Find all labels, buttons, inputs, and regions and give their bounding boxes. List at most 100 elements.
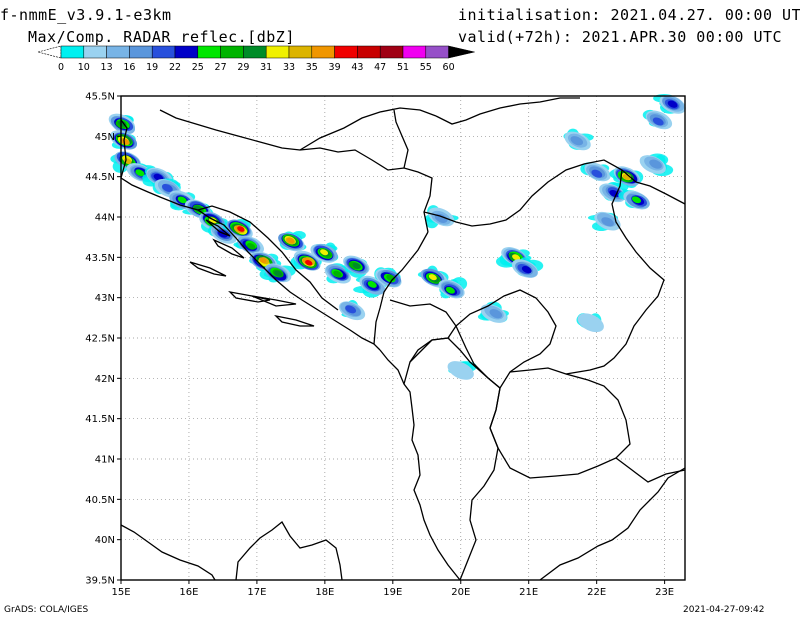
precip-cell (193, 205, 203, 212)
colorbar-segment (106, 45, 130, 59)
colorbar-label: 43 (351, 62, 363, 73)
colorbar-min-arrow (36, 45, 62, 59)
colorbar-label: 0 (58, 62, 64, 73)
colorbar-segment (60, 45, 85, 59)
lon-tick-label: 23E (655, 587, 674, 598)
colorbar: 0 10 13 16 19 22 25 27 29 31 33 35 39 43 47 51 55 60 (36, 45, 475, 73)
border-serbia-inner (393, 109, 409, 169)
precip-cell (652, 117, 664, 126)
colorbar-label: 19 (146, 62, 158, 73)
lon-tick-label: 19E (383, 587, 402, 598)
lon-tick-label: 20E (451, 587, 470, 598)
colorbar-segment (243, 45, 267, 59)
colorbar-label: 35 (306, 62, 318, 73)
precip-cell (489, 309, 503, 319)
coastline-italy (120, 524, 216, 581)
border-albania (409, 337, 501, 581)
lat-tick-label: 41.5N (85, 414, 115, 425)
colorbar-label: 39 (329, 62, 341, 73)
border-bosnia-east (373, 231, 429, 345)
lat-tick-label: 40N (95, 535, 115, 546)
colorbar-segment (334, 45, 358, 59)
border-serbia-bulgaria (565, 169, 665, 375)
lon-tick-label: 18E (315, 587, 334, 598)
precip-cell (320, 249, 329, 256)
island-4 (212, 238, 245, 259)
precip-cell (631, 196, 642, 204)
colorbar-label: 27 (215, 62, 227, 73)
lat-tick-label: 40.5N (85, 495, 115, 506)
latitude-labels: 45.5N 45N 44.5N 44N 43.5N 43N 42.5N 42N 41.5N 41N… (85, 92, 121, 587)
precip-cell (286, 237, 295, 244)
colorbar-segment (220, 45, 244, 59)
coastline-greece-north (539, 467, 686, 581)
lat-tick-label: 42N (95, 374, 115, 385)
colorbar-segment (83, 45, 107, 59)
colorbar-segment (174, 45, 199, 59)
colorbar-segment (288, 45, 313, 59)
precip-cell (305, 260, 313, 266)
border-croatia-bosnia (159, 109, 433, 233)
lat-tick-label: 43N (95, 293, 115, 304)
colorbar-label: 10 (78, 62, 90, 73)
radar-map: 45.5N 45N 44.5N 44N 43.5N 43N 42.5N 42N 41.5N 41N… (85, 92, 686, 598)
colorbar-label: 31 (260, 62, 272, 73)
colorbar-segment (197, 45, 221, 59)
lat-tick-label: 42.5N (85, 334, 115, 345)
colorbar-segment (311, 45, 335, 59)
precip-cell (591, 169, 603, 178)
precip-cell (649, 159, 662, 169)
coastline-greece-west (235, 521, 343, 581)
precip-cell (246, 243, 256, 250)
country-borders (120, 97, 686, 581)
island-6 (251, 295, 297, 307)
precip-cell (258, 257, 267, 264)
colorbar-segment (379, 45, 404, 59)
colorbar-segment (265, 45, 290, 59)
precip-cell (161, 183, 173, 192)
island-5 (205, 219, 231, 237)
precip-cell (274, 270, 283, 277)
colorbar-label: 29 (237, 62, 249, 73)
longitude-labels: 15E 16E 17E 18E 19E 20E 21E 22E 23E (111, 580, 674, 598)
lon-tick-label: 15E (111, 587, 130, 598)
product-title: Max/Comp. RADAR reflec.[dbZ] (28, 28, 295, 46)
precip-cell (367, 281, 377, 288)
colorbar-max-arrow (448, 45, 475, 59)
footer-credit: GrADS: COLA/IGES (4, 605, 89, 615)
colorbar-segment (402, 45, 427, 59)
colorbar-segment (129, 45, 153, 59)
coastline-montenegro-albania (379, 349, 461, 581)
precip-cell (352, 262, 361, 269)
precip-cell (667, 100, 678, 108)
colorbar-label: 33 (283, 62, 295, 73)
colorbar-label: 13 (101, 62, 113, 73)
lat-tick-label: 45N (95, 132, 115, 143)
precip-cell (237, 226, 245, 232)
colorbar-label: 47 (374, 62, 386, 73)
precipitation-layer (108, 93, 686, 380)
colorbar-label: 60 (443, 62, 455, 73)
colorbar-segment (425, 45, 449, 59)
colorbar-label: 16 (123, 62, 135, 73)
colorbar-segment (151, 45, 176, 59)
precip-cell (445, 286, 455, 294)
precip-cell (333, 270, 342, 278)
lat-tick-label: 44N (95, 213, 115, 224)
lat-tick-label: 43.5N (85, 253, 115, 264)
footer-timestamp: 2021-04-27-09:42 (683, 605, 765, 615)
precip-cell (512, 254, 521, 261)
border-hungary (299, 107, 437, 151)
precip-cell (345, 305, 357, 314)
precip-cell (447, 361, 474, 380)
lat-tick-label: 45.5N (85, 92, 115, 103)
precip-cell (601, 217, 614, 227)
lon-tick-label: 22E (587, 587, 606, 598)
lat-tick-label: 44.5N (85, 172, 115, 183)
precip-cell (428, 274, 437, 281)
island-1 (189, 261, 227, 277)
colorbar-label: 51 (397, 62, 409, 73)
lat-tick-label: 41N (95, 455, 115, 466)
colorbar-segment (357, 45, 381, 59)
island-3 (274, 314, 315, 327)
